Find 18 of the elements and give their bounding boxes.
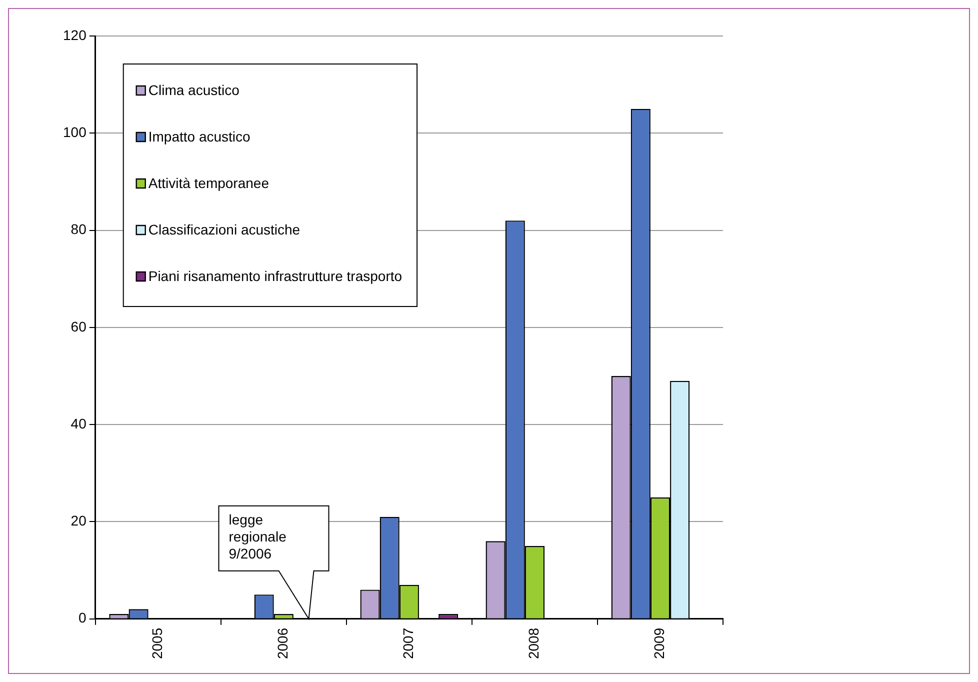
y-tick-label: 60 (70, 318, 87, 334)
x-tick-label: 2009 (651, 628, 668, 660)
legend-label: Piani risanamento infrastrutture trasporto (148, 268, 402, 284)
legend-label: Classificazioni acustiche (148, 221, 300, 238)
y-tick-label: 80 (70, 221, 87, 238)
x-tick-label: 2005 (148, 628, 165, 660)
y-tick-label: 0 (78, 610, 87, 626)
legend-label: Impatto acustico (148, 128, 251, 144)
x-tick-label: 2008 (526, 628, 542, 660)
x-tick-label: 2006 (274, 628, 291, 660)
legend-label: Clima acustico (148, 82, 240, 98)
annotation: legge regionale 9/2006 (228, 512, 287, 562)
y-tick-label: 120 (63, 26, 87, 43)
legend-label: Attività temporanee (148, 174, 270, 191)
y-tick-label: 20 (70, 512, 87, 529)
x-tick-label: 2007 (400, 628, 416, 660)
y-tick-label: 40 (70, 415, 87, 432)
y-tick-label: 100 (63, 124, 87, 140)
